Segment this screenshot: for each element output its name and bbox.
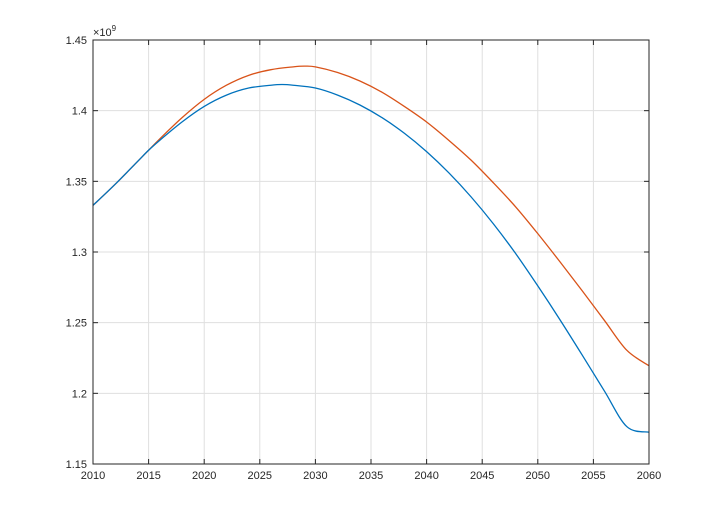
x-tick-label: 2060 xyxy=(637,470,661,482)
y-tick-labels: 1.15 1.2 1.25 1.3 1.35 1.4 1.45 xyxy=(66,35,87,471)
x-tick-label: 2020 xyxy=(192,470,216,482)
x-tick-label: 2040 xyxy=(414,470,438,482)
x-tick-label: 2025 xyxy=(248,470,272,482)
y-tick-label: 1.3 xyxy=(72,247,87,259)
x-tick-labels: 2010 2015 2020 2025 2030 2035 2040 2045 2050 2055… xyxy=(81,470,661,482)
series-lines xyxy=(92,65,650,433)
y-tick-label: 1.45 xyxy=(66,35,87,47)
y-tick-label: 1.4 xyxy=(72,106,87,118)
x-tick-label: 2015 xyxy=(136,470,160,482)
x-tick-label: 2035 xyxy=(359,470,383,482)
y-tick-label: 1.15 xyxy=(66,459,87,471)
y-multiplier-label: ×109 xyxy=(93,24,117,39)
series-line-2 xyxy=(92,83,650,433)
y-tick-label: 1.35 xyxy=(66,176,87,188)
x-tick-label: 2030 xyxy=(303,470,327,482)
y-multiplier-exponent: 9 xyxy=(112,24,117,33)
y-tick-label: 1.2 xyxy=(72,388,87,400)
x-tick-label: 2045 xyxy=(470,470,494,482)
y-multiplier-base: ×10 xyxy=(93,27,112,39)
series-line-1 xyxy=(92,65,650,367)
x-tick-label: 2050 xyxy=(526,470,550,482)
y-tick-label: 1.25 xyxy=(66,318,87,330)
x-tick-label: 2055 xyxy=(581,470,605,482)
x-tick-label: 2010 xyxy=(81,470,105,482)
tick-marks xyxy=(92,39,650,465)
